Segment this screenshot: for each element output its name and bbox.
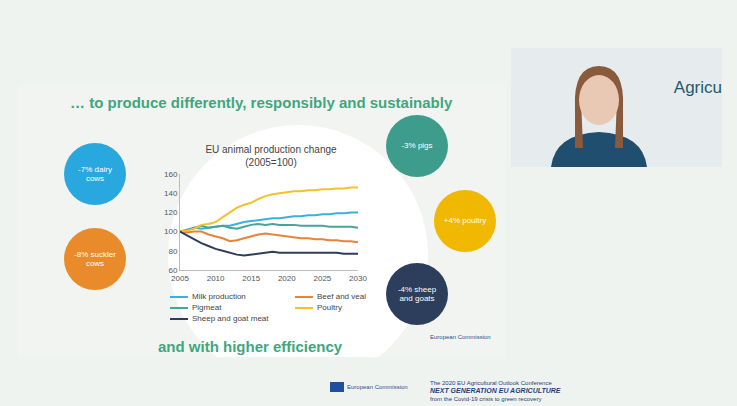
html-text:Milk production: Milk production bbox=[192, 292, 246, 301]
html-text:The 2020 EU Agricultural Outlo: The 2020 EU Agricultural Outlook Confere… bbox=[430, 380, 552, 386]
html-text:-7% dairy cows: -7% dairy cows bbox=[78, 164, 112, 183]
html-text:+4% poultry: +4% poultry bbox=[443, 216, 487, 226]
svg-text:2025: 2025 bbox=[314, 274, 332, 283]
html-text:NEXT GENERATION EU AGRICULTURE: NEXT GENERATION EU AGRICULTURE bbox=[430, 387, 561, 395]
svg-text:80: 80 bbox=[168, 247, 177, 256]
html-text:Beef and veal: Beef and veal bbox=[317, 292, 366, 301]
svg-text:2010: 2010 bbox=[207, 274, 225, 283]
svg-text:2015: 2015 bbox=[242, 274, 260, 283]
html-text:… to produce differently, resp: … to produce differently, responsibly an… bbox=[70, 94, 453, 111]
html-text:European Commission: European Commission bbox=[430, 334, 491, 340]
html-text:Poultry: Poultry bbox=[317, 303, 342, 312]
svg-text:140: 140 bbox=[164, 189, 178, 198]
html-text:-8% suckler cows: -8% suckler cows bbox=[74, 249, 116, 268]
html-text:-4% sheep and goats: -4% sheep and goats bbox=[397, 284, 437, 303]
html-text:-3% pigs: -3% pigs bbox=[401, 141, 433, 151]
svg-text:EU animal production change(20: EU animal production change(2005=100) bbox=[205, 144, 337, 168]
svg-text:120: 120 bbox=[164, 208, 178, 217]
html-text:Pigmeat: Pigmeat bbox=[192, 303, 222, 312]
svg-text:2030: 2030 bbox=[349, 274, 367, 283]
svg-text:160: 160 bbox=[164, 170, 178, 179]
svg-text:60: 60 bbox=[168, 266, 177, 275]
html-text:Agricu: Agricu bbox=[673, 78, 722, 97]
svg-text:2020: 2020 bbox=[278, 274, 296, 283]
html-text:and with higher efficiency: and with higher efficiency bbox=[158, 338, 343, 355]
html-text:Sheep and goat meat: Sheep and goat meat bbox=[192, 314, 269, 323]
svg-text:100: 100 bbox=[164, 227, 178, 236]
svg-text:2005: 2005 bbox=[171, 274, 189, 283]
html-text:from the Covid-19 crisis to gr: from the Covid-19 crisis to green recove… bbox=[430, 395, 542, 402]
html-text:European Commission: European Commission bbox=[347, 383, 408, 390]
